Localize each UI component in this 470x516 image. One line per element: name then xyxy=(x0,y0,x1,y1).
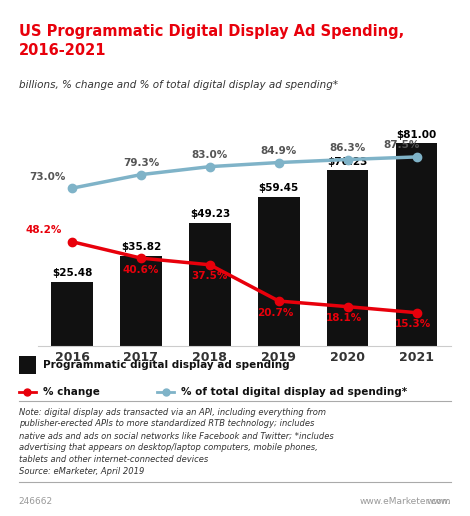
Bar xyxy=(189,223,231,346)
Text: 48.2%: 48.2% xyxy=(25,225,62,235)
Text: 246662: 246662 xyxy=(19,497,53,506)
Bar xyxy=(396,143,438,346)
Text: Note: digital display ads transacted via an API, including everything from
publi: Note: digital display ads transacted via… xyxy=(19,408,334,476)
Text: US Programmatic Digital Display Ad Spending,
2016-2021: US Programmatic Digital Display Ad Spend… xyxy=(19,24,404,58)
Text: $49.23: $49.23 xyxy=(190,209,230,219)
Text: 73.0%: 73.0% xyxy=(29,172,65,182)
Text: $81.00: $81.00 xyxy=(397,130,437,140)
Bar xyxy=(258,197,299,346)
Text: 79.3%: 79.3% xyxy=(123,158,159,168)
Text: 83.0%: 83.0% xyxy=(192,150,228,160)
Text: $70.23: $70.23 xyxy=(328,156,368,167)
Text: 84.9%: 84.9% xyxy=(261,146,297,156)
Text: 15.3%: 15.3% xyxy=(395,319,431,329)
Text: 87.5%: 87.5% xyxy=(384,140,420,151)
Text: Programmatic digital display ad spending: Programmatic digital display ad spending xyxy=(43,360,289,370)
Text: billions, % change and % of total digital display ad spending*: billions, % change and % of total digita… xyxy=(19,80,338,90)
Text: $35.82: $35.82 xyxy=(121,243,161,252)
Text: % of total digital display ad spending*: % of total digital display ad spending* xyxy=(181,387,407,397)
Text: $59.45: $59.45 xyxy=(259,183,299,194)
Text: $25.48: $25.48 xyxy=(52,268,92,278)
Text: www.: www. xyxy=(427,497,451,506)
Text: 18.1%: 18.1% xyxy=(326,313,362,323)
Bar xyxy=(120,256,162,346)
Text: % change: % change xyxy=(43,387,100,397)
Text: 37.5%: 37.5% xyxy=(192,271,228,281)
Text: www.eMarketer.com: www.eMarketer.com xyxy=(360,497,451,506)
Bar xyxy=(51,282,93,346)
Text: 20.7%: 20.7% xyxy=(257,308,294,317)
Text: 86.3%: 86.3% xyxy=(329,143,366,153)
Text: 40.6%: 40.6% xyxy=(123,265,159,275)
Bar xyxy=(327,170,368,346)
Bar xyxy=(19,356,36,374)
